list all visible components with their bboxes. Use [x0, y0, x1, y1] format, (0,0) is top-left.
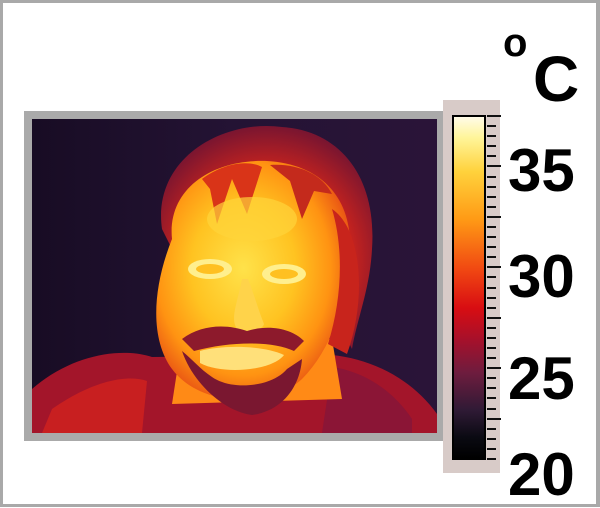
colorbar-tick — [487, 256, 496, 259]
celsius-letter: C — [533, 43, 580, 115]
colorbar-tick — [487, 347, 496, 350]
degree-symbol: o — [503, 21, 528, 65]
colorbar-tick — [487, 185, 496, 188]
colorbar-tick — [487, 175, 496, 178]
colorbar-tick — [487, 195, 496, 198]
colorbar-tick — [487, 225, 496, 228]
colorbar-tick — [487, 246, 496, 249]
thermal-face-illustration — [32, 119, 437, 433]
colorbar-ticks — [487, 115, 501, 460]
colorbar-tick — [487, 155, 496, 158]
scale-label-35: 35 — [508, 137, 575, 204]
colorbar-tick — [487, 458, 496, 460]
colorbar-tick — [487, 387, 496, 390]
colorbar-tick — [487, 125, 496, 128]
colorbar-tick — [487, 407, 496, 410]
colorbar-tick — [487, 266, 501, 269]
temperature-colorbar — [452, 115, 486, 460]
colorbar-tick — [487, 145, 496, 148]
colorbar-tick — [487, 215, 501, 218]
colorbar-tick — [487, 205, 496, 208]
colorbar-tick — [487, 367, 501, 370]
colorbar-tick — [487, 447, 496, 450]
colorbar-tick — [487, 286, 496, 289]
thermal-face-image — [32, 119, 437, 433]
colorbar-tick — [487, 306, 496, 309]
colorbar-tick — [487, 417, 501, 420]
colorbar-tick — [487, 377, 496, 380]
colorbar-tick — [487, 427, 496, 430]
scale-label-20: 20 — [508, 441, 575, 508]
scale-label-25: 25 — [508, 345, 575, 412]
colorbar-tick — [487, 236, 496, 239]
colorbar-tick — [487, 135, 496, 138]
thermal-image-frame — [24, 111, 445, 441]
colorbar-tick — [487, 296, 496, 299]
colorbar-tick — [487, 276, 496, 279]
colorbar-tick — [487, 326, 496, 329]
scale-label-30: 30 — [508, 243, 575, 310]
colorbar-tick — [487, 357, 496, 360]
colorbar-tick — [487, 336, 496, 339]
colorbar-tick — [487, 165, 501, 168]
colorbar-tick — [487, 316, 501, 319]
colorbar-tick — [487, 115, 501, 117]
colorbar-tick — [487, 397, 496, 400]
colorbar-tick — [487, 437, 496, 440]
